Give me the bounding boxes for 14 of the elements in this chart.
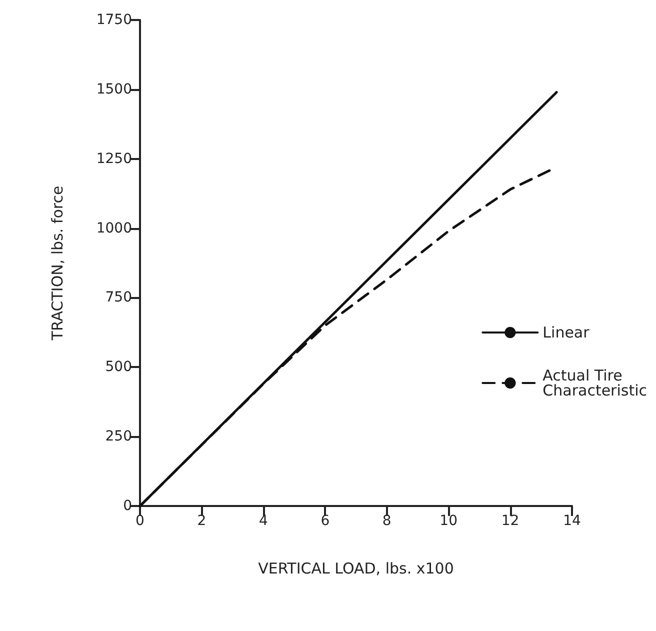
x-axis-title: VERTICAL LOAD, lbs. x100 [258,560,454,578]
y-tick-label: 1500 [96,81,132,98]
y-tick-label: 500 [105,359,132,376]
y-axis-title: TRACTION, lbs. force [48,186,66,342]
legend-label: Actual Tire Characteristic [542,366,648,400]
y-tick-label: 1000 [96,220,132,236]
legend-label: Linear [542,324,590,342]
x-tick-label: 10 [440,513,458,529]
y-tick-label: 250 [105,428,132,445]
x-tick-label: 14 [563,513,581,529]
x-tick-label: 12 [501,513,520,529]
y-tick-label: 750 [105,290,132,306]
y-tick-label: 1250 [96,150,132,167]
y-tick-label: 1750 [96,12,132,28]
